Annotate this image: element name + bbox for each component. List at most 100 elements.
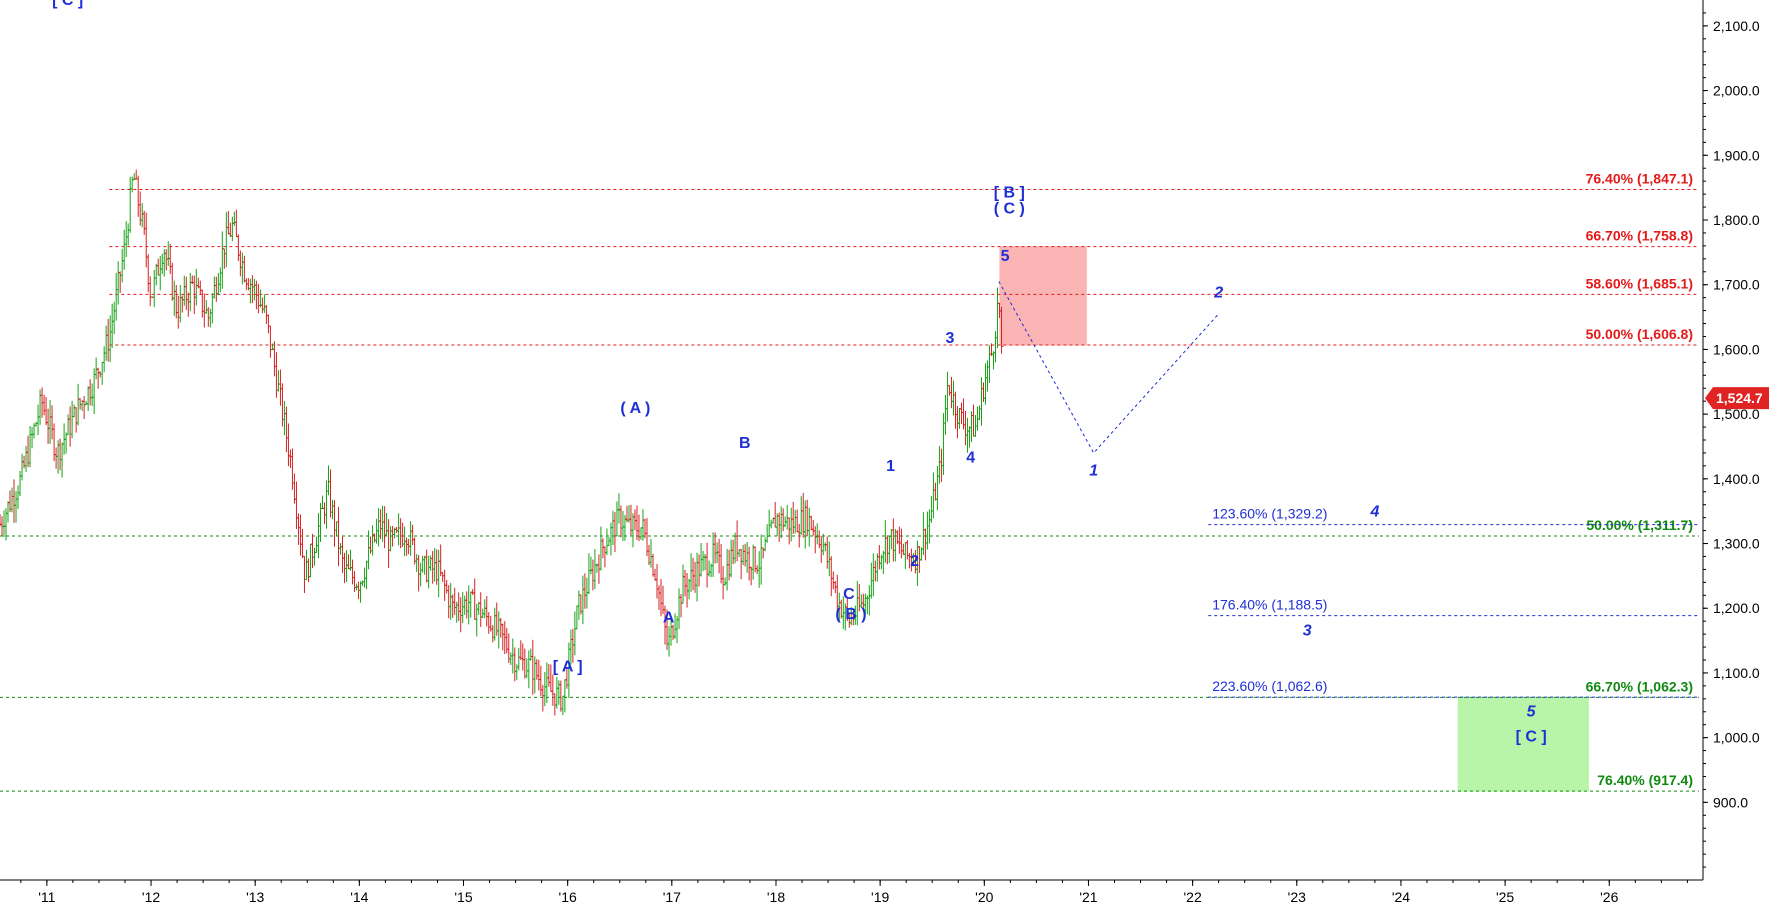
- x-tick-label: '24: [1392, 889, 1410, 905]
- price-bar: [222, 248, 227, 269]
- price-bar: [114, 272, 119, 321]
- price-bar: [877, 545, 882, 570]
- y-tick-label: 1,600.0: [1713, 341, 1760, 357]
- price-bar: [158, 255, 163, 291]
- wave-label: ( B ): [835, 606, 866, 623]
- price-bar: [985, 360, 990, 392]
- price-bar: [126, 223, 131, 246]
- price-bar: [124, 221, 129, 258]
- fib-label: 50.00% (1,606.8): [1586, 326, 1693, 342]
- price-bar: [256, 283, 261, 314]
- wave-label: 3: [945, 330, 954, 347]
- price-bar: [44, 396, 49, 425]
- fib-label: 66.70% (1,758.8): [1586, 228, 1693, 244]
- price-bar: [512, 647, 517, 682]
- price-bar: [903, 542, 908, 569]
- price-bar: [188, 272, 193, 312]
- price-bar: [320, 495, 325, 510]
- price-bar: [945, 371, 950, 422]
- x-tick-label: '21: [1079, 889, 1097, 905]
- price-bar: [745, 542, 750, 573]
- price-bar: [879, 554, 884, 570]
- price-bar: [819, 535, 824, 563]
- price-bar: [929, 496, 934, 523]
- price-bar: [574, 605, 579, 630]
- price-bar: [795, 509, 800, 533]
- price-bar: [452, 587, 457, 616]
- price-bar: [206, 307, 211, 327]
- price-bar: [164, 249, 169, 271]
- price-bar: [875, 553, 880, 582]
- y-tick-label: 1,000.0: [1713, 730, 1760, 746]
- price-bar: [36, 404, 41, 436]
- price-bar: [598, 526, 603, 571]
- price-bar: [122, 229, 127, 270]
- price-bar: [530, 639, 535, 695]
- wave-label: B: [739, 435, 751, 452]
- price-bar: [102, 346, 107, 373]
- wave-label: 1: [886, 458, 895, 475]
- price-bar: [606, 537, 611, 547]
- price-bar: [128, 176, 133, 233]
- price-bar: [781, 508, 786, 532]
- price-bar: [312, 547, 317, 566]
- price-bar: [140, 203, 145, 228]
- fib-label: 76.40% (1,847.1): [1586, 171, 1693, 187]
- price-bar: [226, 210, 231, 235]
- price-bar: [280, 383, 285, 427]
- price-bar: [667, 626, 672, 657]
- price-bar: [284, 406, 289, 453]
- price-bar: [358, 581, 363, 603]
- zones-layer: [999, 246, 1589, 792]
- price-bar: [689, 553, 694, 592]
- price-bar: [777, 512, 782, 542]
- price-bar: [755, 565, 760, 574]
- price-bar: [616, 493, 621, 524]
- price-bar: [496, 611, 501, 649]
- price-bar: [362, 567, 367, 588]
- price-bar: [558, 680, 563, 712]
- price-bar: [588, 556, 593, 575]
- price-bar: [971, 404, 976, 437]
- price-bar: [266, 314, 271, 334]
- price-bar: [64, 432, 69, 454]
- price-bar: [460, 591, 465, 624]
- price-bar: [330, 499, 335, 520]
- price-bar: [873, 560, 878, 582]
- price-bar: [905, 540, 910, 560]
- x-tick-label: '14: [350, 889, 368, 905]
- price-bar: [186, 292, 191, 317]
- price-bar: [516, 647, 521, 671]
- price-bar: [715, 542, 720, 564]
- price-bar: [484, 596, 489, 627]
- price-bar: [424, 549, 429, 583]
- price-bar: [178, 284, 183, 323]
- price-bar: [965, 417, 970, 453]
- wave-label: [ A ]: [553, 659, 583, 676]
- price-bar: [508, 652, 513, 666]
- price-bar: [116, 261, 121, 305]
- price-bar: [58, 438, 63, 471]
- price-bar: [486, 612, 491, 634]
- price-bar: [28, 426, 33, 468]
- price-bar: [687, 578, 692, 600]
- price-bar: [468, 591, 473, 618]
- price-bar: [713, 532, 718, 564]
- price-bar: [695, 552, 700, 602]
- wave-label: [ C ]: [52, 0, 83, 9]
- wave-label: A: [663, 609, 675, 626]
- price-bar: [721, 566, 726, 600]
- price-bar: [176, 295, 181, 329]
- price-bar: [540, 685, 545, 712]
- price-bar: [18, 471, 23, 497]
- price-bar: [328, 469, 333, 518]
- price-bar: [170, 262, 175, 301]
- x-tick-label: '19: [871, 889, 889, 905]
- price-bar: [456, 592, 461, 622]
- price-bar: [937, 446, 942, 484]
- last-price-badge: 1,524.7: [1705, 387, 1769, 410]
- price-bar: [42, 394, 47, 416]
- price-bar: [334, 521, 339, 536]
- price-bar: [542, 671, 547, 707]
